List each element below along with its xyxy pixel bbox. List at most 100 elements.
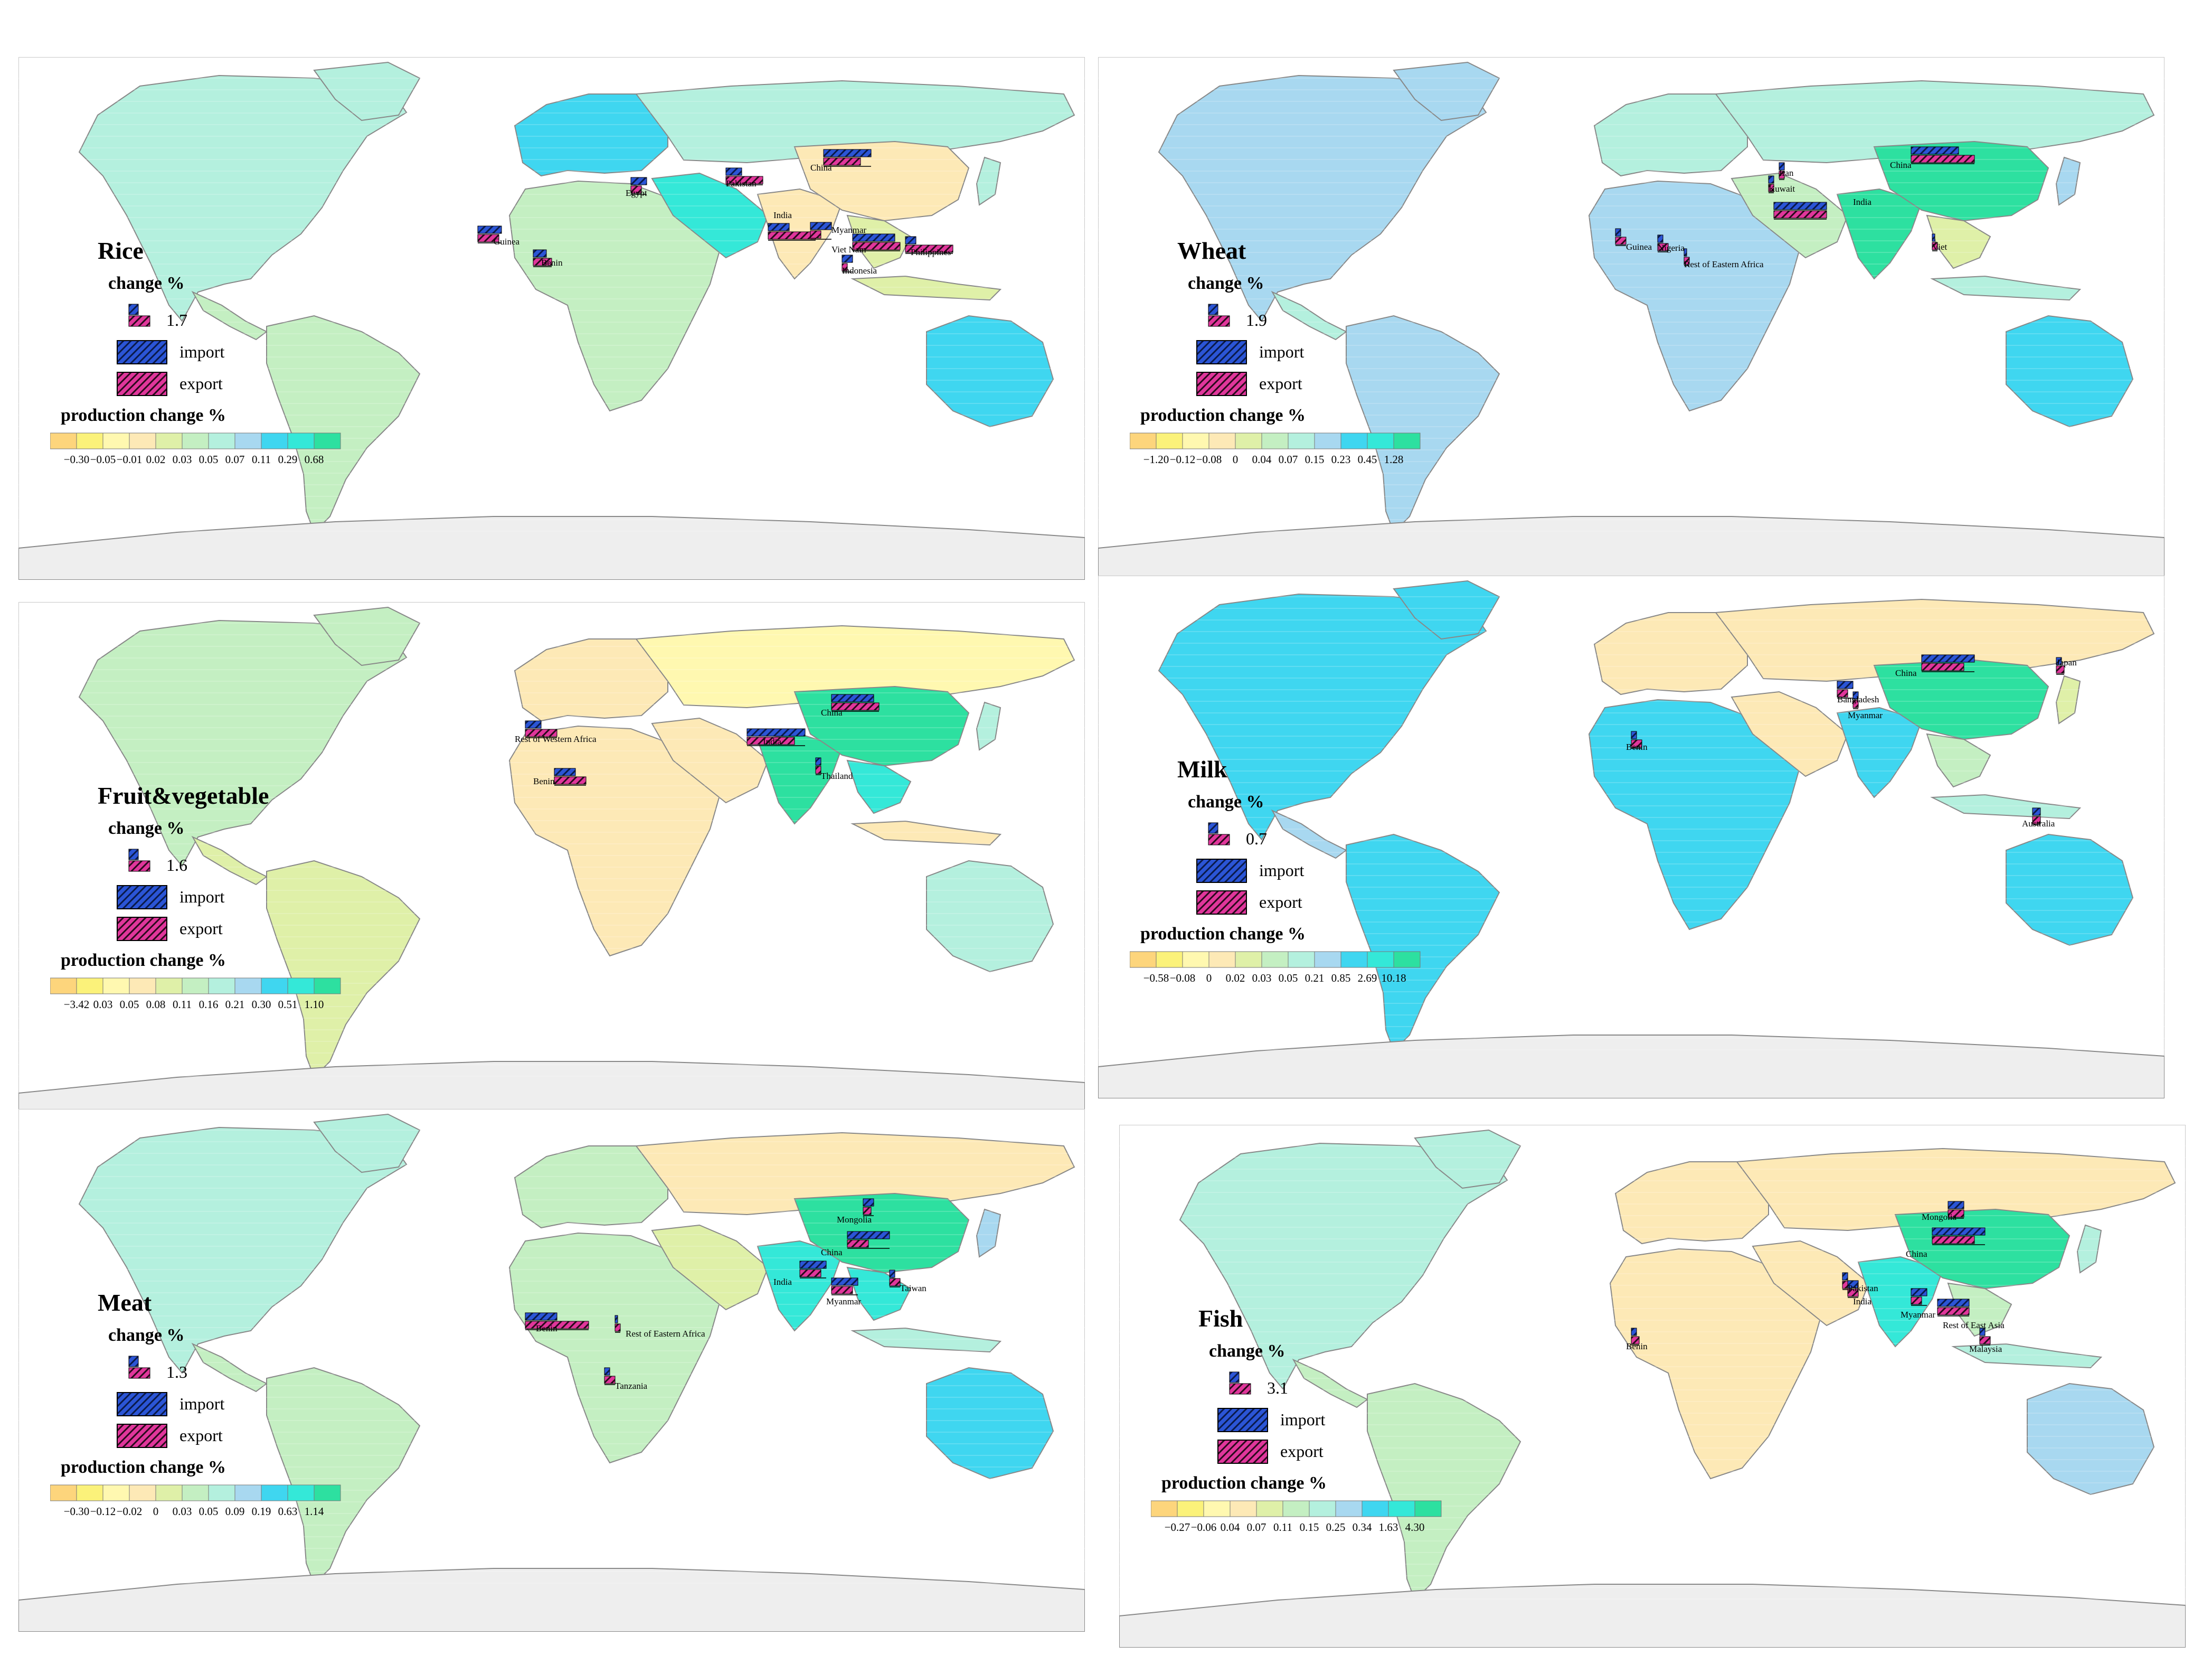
export-bar bbox=[533, 258, 552, 266]
country-label: Guinea bbox=[494, 237, 520, 247]
import-label: import bbox=[179, 342, 225, 361]
region-southAmerica bbox=[266, 1367, 421, 1585]
export-bar bbox=[1779, 171, 1785, 179]
import-bar bbox=[1631, 731, 1637, 739]
tick-label: 0.16 bbox=[198, 998, 219, 1011]
map-panel-wheat: China Iran Kuwait India Guinea Nigeria Rest of… bbox=[1098, 57, 2164, 580]
tick-label: 0 bbox=[1232, 453, 1239, 466]
scale-value: 0.7 bbox=[1246, 829, 1267, 848]
color-scale-ticks: −1.20 −0.12 −0.08 0 0.04 0.07 0.15 0.23 0.45 1.28 bbox=[1143, 453, 1407, 466]
panel-title: Milk bbox=[1177, 756, 1227, 783]
region-russia bbox=[635, 80, 1075, 164]
country-label: Benin bbox=[536, 1323, 557, 1333]
export-bar bbox=[842, 263, 848, 271]
import-bar bbox=[847, 1231, 890, 1239]
export-bar bbox=[630, 185, 642, 194]
import-bar bbox=[1842, 1272, 1848, 1281]
tick-label: 1.63 bbox=[1378, 1521, 1398, 1534]
import-bar bbox=[533, 249, 547, 258]
country-label: Philippines bbox=[911, 247, 951, 257]
import-bar bbox=[1937, 1299, 1970, 1307]
color-scale-bar bbox=[1151, 1500, 1442, 1517]
import-bar bbox=[799, 1261, 827, 1269]
import-bar bbox=[1684, 248, 1687, 257]
country-label: Rest of Western Africa bbox=[515, 734, 597, 744]
production-change-title: production change % bbox=[1140, 406, 1306, 425]
import-label: import bbox=[1280, 1410, 1326, 1429]
tick-label: 0.11 bbox=[1273, 1521, 1292, 1534]
tick-label: 0.05 bbox=[119, 998, 139, 1011]
map-panel-fruit-vegetable: China India Thailand Rest of Western Africa… bbox=[18, 602, 1085, 1125]
export-bar bbox=[554, 776, 587, 785]
tick-label: 10.18 bbox=[1381, 972, 1406, 984]
country-label: Rest of Eastern Africa bbox=[1684, 259, 1764, 269]
tick-label: 0.09 bbox=[225, 1505, 245, 1518]
world-map bbox=[1119, 1125, 2186, 1648]
export-bar bbox=[905, 245, 953, 253]
region-europe bbox=[1614, 1161, 1769, 1245]
export-swatch bbox=[117, 917, 167, 941]
region-india bbox=[1857, 1256, 1944, 1348]
scale-value: 1.7 bbox=[166, 311, 187, 330]
export-bar bbox=[1932, 1236, 1975, 1244]
export-bar bbox=[525, 1321, 589, 1329]
region-middleEast bbox=[651, 717, 769, 804]
import-bar bbox=[2032, 807, 2041, 816]
import-bar bbox=[815, 757, 821, 766]
export-swatch bbox=[1196, 372, 1247, 396]
tick-label: 0.04 bbox=[1252, 453, 1272, 466]
tick-label: 0.05 bbox=[198, 453, 219, 466]
region-europe bbox=[514, 93, 668, 177]
scale-value: 1.3 bbox=[166, 1362, 187, 1381]
tick-label: 0.02 bbox=[146, 453, 166, 466]
export-bar bbox=[1837, 689, 1848, 698]
country-label: Tanzania bbox=[615, 1381, 648, 1391]
region-greenland bbox=[313, 606, 421, 666]
country-label: Pakistan bbox=[1848, 1283, 1878, 1293]
region-seAsia bbox=[846, 759, 912, 814]
import-bar bbox=[810, 222, 832, 230]
region-russia bbox=[1715, 80, 2155, 164]
region-southAmerica bbox=[266, 315, 421, 533]
export-bar bbox=[1842, 1281, 1848, 1289]
region-indonesia bbox=[1930, 794, 2082, 820]
country-label: Malaysia bbox=[1969, 1344, 2002, 1354]
export-bar bbox=[823, 157, 861, 166]
export-bar bbox=[1932, 242, 1938, 250]
tick-label: 0 bbox=[153, 1505, 159, 1518]
import-bar bbox=[889, 1270, 895, 1278]
export-bar bbox=[852, 242, 901, 250]
production-change-title: production change % bbox=[61, 1457, 226, 1477]
country-label: Indonesia bbox=[842, 266, 877, 276]
region-antarctica bbox=[1098, 1035, 2164, 1098]
export-swatch bbox=[1196, 890, 1247, 915]
tick-label: 0.02 bbox=[1225, 972, 1245, 984]
country-label: Rest of Eastern Africa bbox=[626, 1329, 705, 1339]
region-europe bbox=[1593, 612, 1748, 695]
export-bar bbox=[847, 1239, 869, 1248]
tick-label: 1.14 bbox=[304, 1505, 324, 1518]
region-middleEast bbox=[651, 1224, 769, 1311]
tick-label: 0.05 bbox=[198, 1505, 219, 1518]
country-label: India bbox=[763, 737, 781, 747]
production-change-title: production change % bbox=[1161, 1473, 1327, 1493]
export-bar bbox=[889, 1278, 901, 1286]
export-bar bbox=[1615, 237, 1627, 245]
tick-label: 0.63 bbox=[278, 1505, 298, 1518]
tick-label: −0.58 bbox=[1143, 972, 1169, 984]
import-bar bbox=[615, 1315, 618, 1323]
color-scale-ticks: −3.42 0.03 0.05 0.08 0.11 0.16 0.21 0.30 0.51 1.1… bbox=[63, 998, 327, 1011]
export-bar bbox=[1937, 1307, 1970, 1315]
export-swatch bbox=[1217, 1440, 1268, 1464]
country-label: Myanmar bbox=[831, 225, 867, 235]
country-label: China bbox=[821, 1247, 843, 1257]
region-australia bbox=[926, 315, 1054, 428]
country-label: China bbox=[810, 163, 832, 173]
region-australia bbox=[2006, 833, 2134, 946]
region-india bbox=[1836, 188, 1923, 280]
import-bar bbox=[863, 1198, 874, 1207]
export-bar bbox=[1631, 739, 1642, 748]
tick-label: 2.69 bbox=[1357, 972, 1377, 984]
import-bar bbox=[905, 236, 916, 245]
region-japan bbox=[976, 156, 1001, 206]
